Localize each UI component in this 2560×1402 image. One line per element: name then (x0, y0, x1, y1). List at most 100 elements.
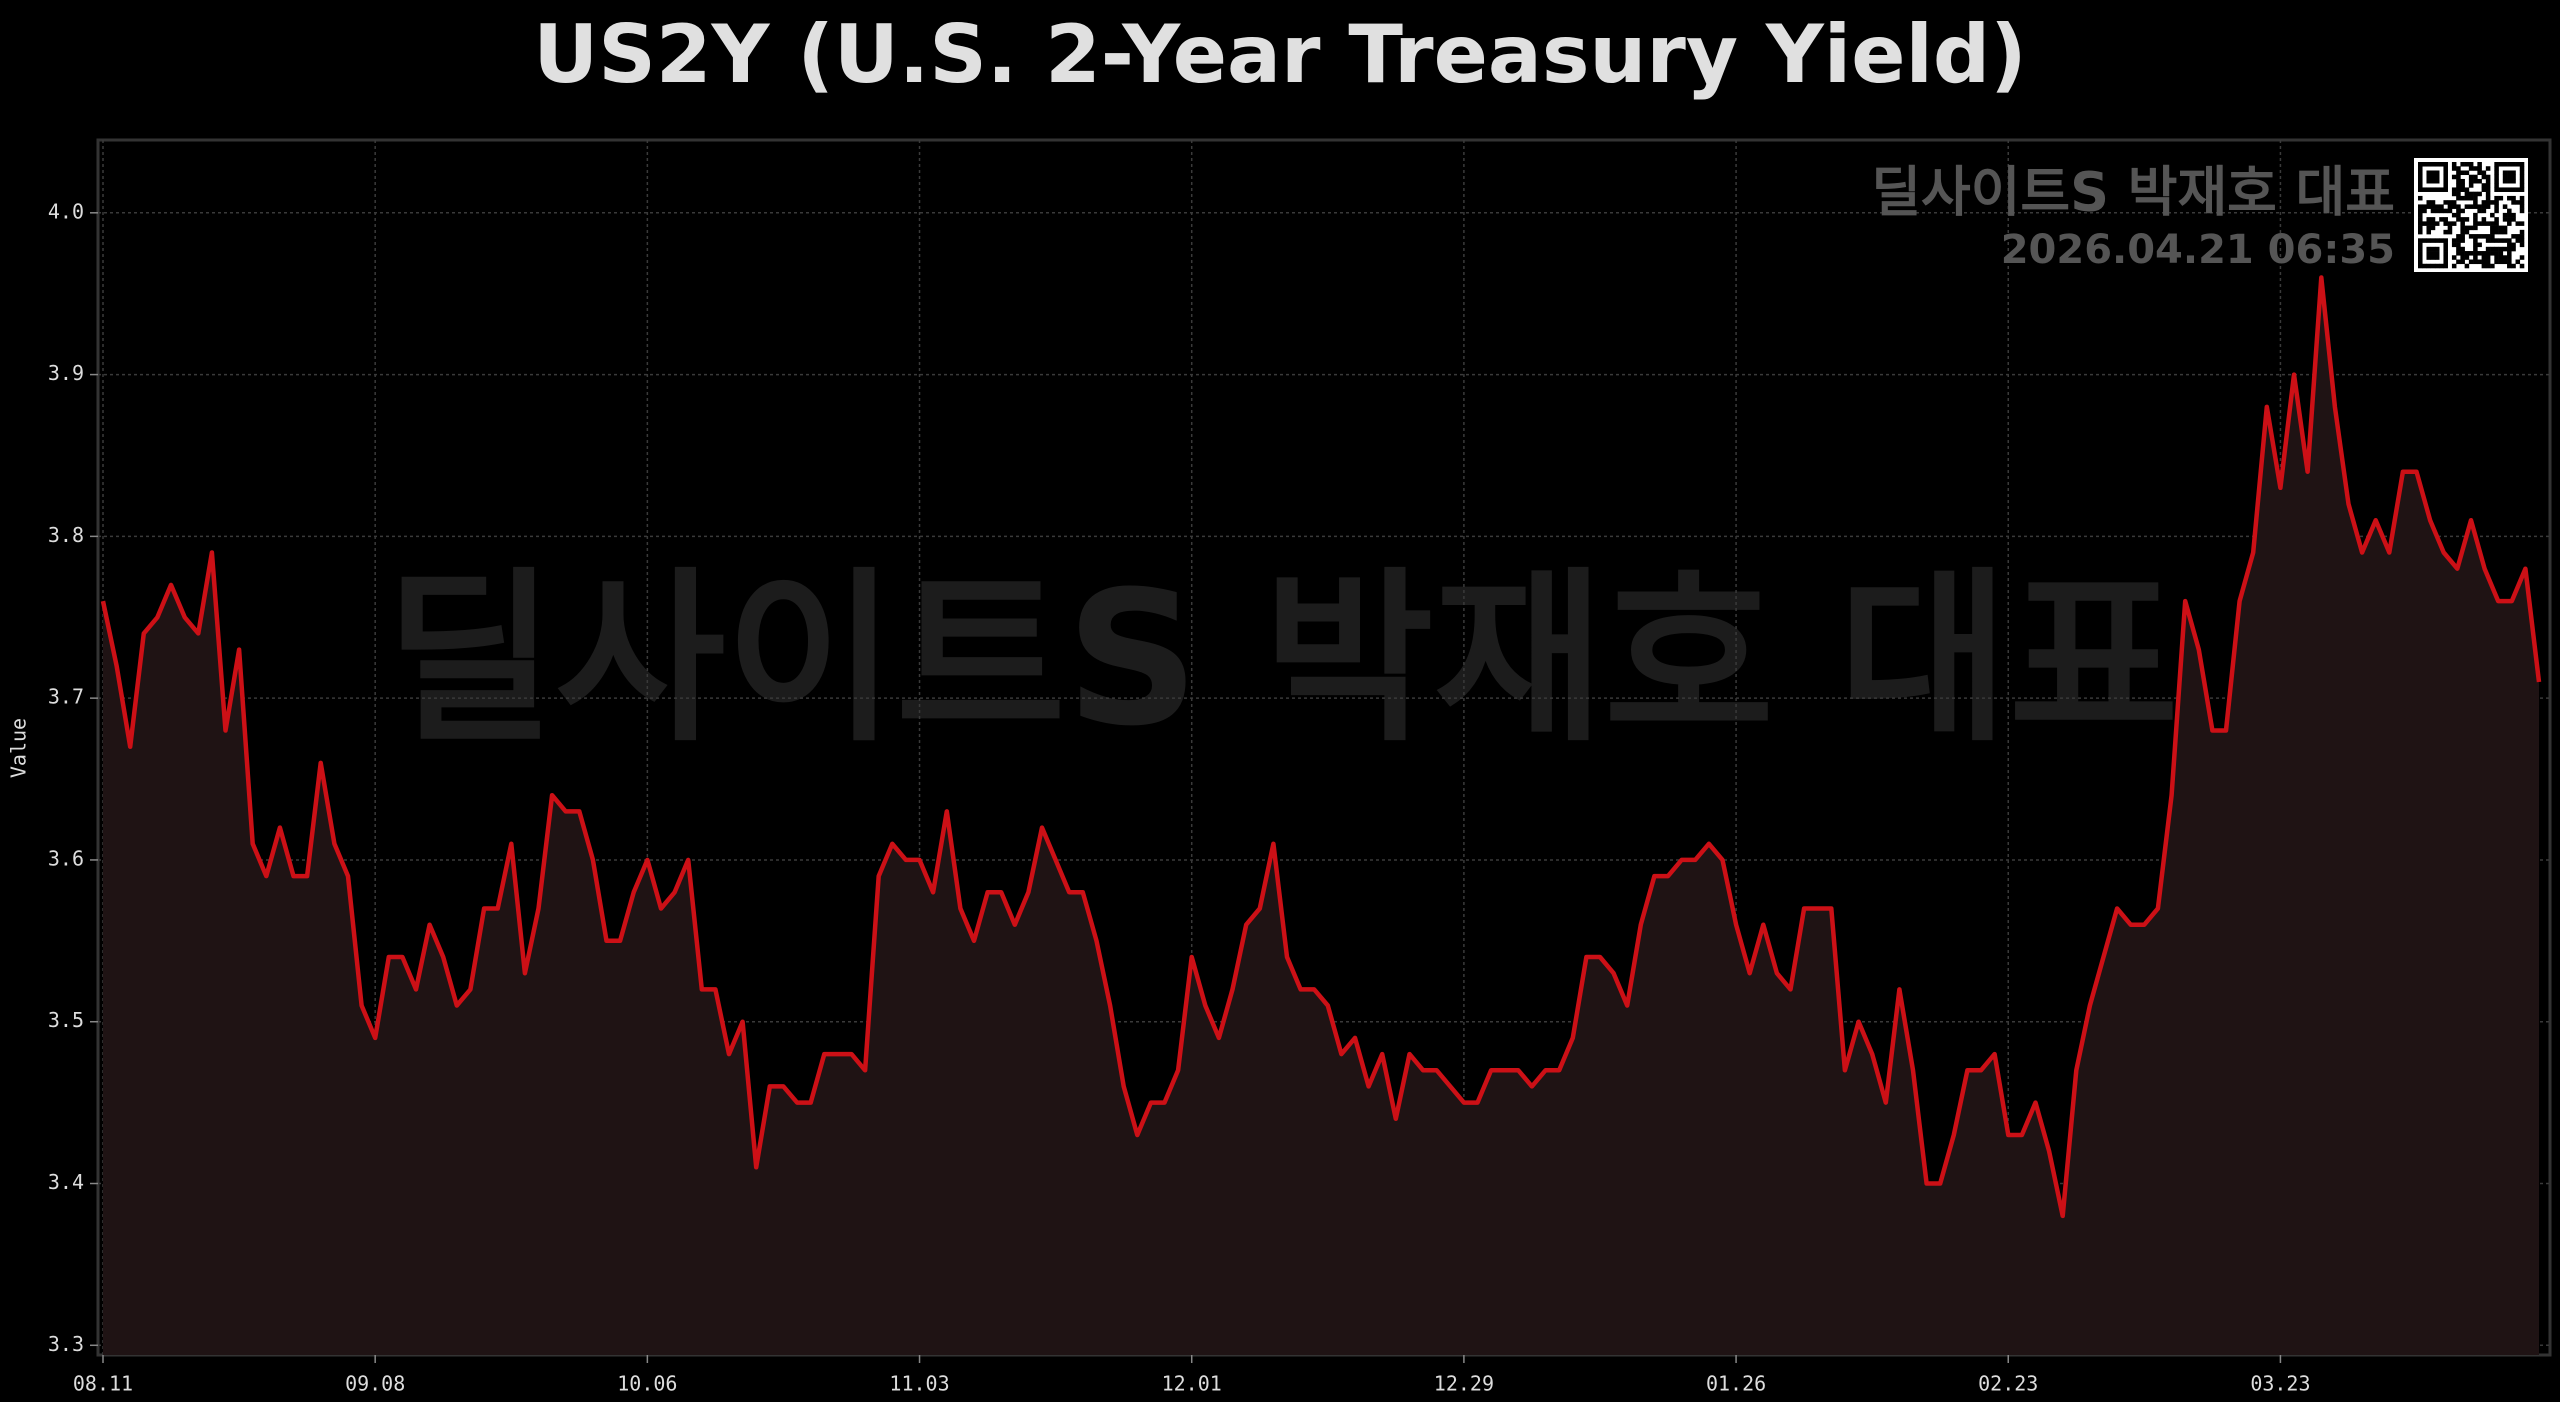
qr-module (2460, 259, 2465, 265)
qr-module (2464, 170, 2470, 176)
qr-module (2481, 208, 2487, 214)
qr-module (2451, 166, 2457, 171)
qr-module (2430, 238, 2436, 243)
qr-module (2418, 238, 2423, 243)
qr-module (2426, 200, 2432, 205)
x-tick-label: 02.23 (1978, 1372, 2038, 1396)
qr-module (2468, 183, 2474, 188)
qr-module (2468, 234, 2474, 239)
qr-module (2507, 178, 2512, 184)
qr-module (2443, 166, 2448, 171)
qr-module (2507, 242, 2512, 248)
qr-module (2456, 234, 2461, 239)
qr-module (2456, 187, 2461, 192)
qr-module (2481, 221, 2487, 226)
y-tick-label: 4.0 (48, 199, 84, 223)
qr-module (2473, 174, 2478, 180)
qr-module (2477, 204, 2482, 209)
qr-module (2426, 229, 2432, 235)
qr-module (2490, 225, 2495, 231)
qr-module (2473, 221, 2478, 226)
qr-module (2464, 263, 2470, 269)
qr-module (2490, 229, 2495, 235)
qr-module (2418, 183, 2423, 188)
qr-module (2434, 204, 2440, 209)
qr-module (2494, 221, 2499, 226)
qr-module (2477, 259, 2482, 265)
qr-module (2434, 178, 2440, 184)
qr-module (2426, 263, 2432, 269)
qr-module (2426, 217, 2432, 222)
qr-module (2456, 259, 2461, 265)
qr-module (2434, 170, 2440, 176)
qr-module (2490, 221, 2495, 226)
qr-module (2511, 246, 2516, 252)
qr-module (2519, 195, 2525, 201)
qr-module (2460, 238, 2465, 243)
qr-module (2485, 204, 2491, 209)
qr-module (2434, 255, 2440, 260)
qr-module (2451, 212, 2457, 218)
qr-module (2507, 208, 2512, 214)
qr-module (2430, 251, 2436, 256)
qr-module (2430, 208, 2436, 214)
y-tick-label: 3.9 (48, 361, 84, 385)
qr-module (2485, 255, 2491, 260)
qr-module (2434, 174, 2440, 180)
qr-module (2426, 187, 2432, 192)
qr-module (2439, 204, 2444, 209)
qr-module (2451, 200, 2457, 205)
qr-module (2430, 174, 2436, 180)
qr-module (2418, 187, 2423, 192)
qr-module (2418, 178, 2423, 184)
qr-module (2473, 204, 2478, 209)
qr-module (2464, 191, 2470, 197)
qr-module (2477, 191, 2482, 197)
qr-module (2519, 187, 2525, 192)
qr-module (2515, 259, 2521, 265)
qr-module (2473, 259, 2478, 265)
qr-module (2443, 162, 2448, 167)
qr-module (2418, 246, 2423, 252)
qr-module (2443, 183, 2448, 188)
qr-module (2494, 255, 2499, 260)
qr-module (2481, 251, 2487, 256)
line (100, 275, 2542, 1219)
y-tick-label: 3.5 (48, 1008, 84, 1032)
qr-module (2456, 246, 2461, 252)
qr-module (2473, 225, 2478, 231)
qr-module (2456, 178, 2461, 184)
qr-module (2494, 225, 2499, 231)
stamp-text: 딜사이트S 박재호 대표 (1871, 161, 2395, 224)
qr-module (2485, 251, 2491, 256)
qr-module (2422, 162, 2427, 167)
qr-module (2460, 170, 2465, 176)
qr-module (2477, 208, 2482, 214)
qr-module (2515, 234, 2521, 239)
qr-module (2485, 166, 2491, 171)
qr-module (2443, 229, 2448, 235)
qr-module (2464, 162, 2470, 167)
qr-module (2511, 195, 2516, 201)
qr-module (2468, 225, 2474, 231)
qr-module (2507, 174, 2512, 180)
qr-module (2502, 174, 2508, 180)
qr-module (2502, 229, 2508, 235)
qr-module (2490, 263, 2495, 269)
qr-module (2426, 251, 2432, 256)
qr-module (2494, 229, 2499, 235)
qr-module (2507, 221, 2512, 226)
qr-module (2468, 251, 2474, 256)
qr-module (2451, 242, 2457, 248)
qr-module (2418, 255, 2423, 260)
x-tick-label: 01.26 (1706, 1372, 1766, 1396)
qr-module (2460, 178, 2465, 184)
qr-module (2481, 255, 2487, 260)
qr-module (2494, 187, 2499, 192)
qr-module (2456, 238, 2461, 243)
qr-module (2434, 221, 2440, 226)
area (103, 277, 2539, 1355)
qr-module (2511, 187, 2516, 192)
qr-module (2511, 234, 2516, 239)
